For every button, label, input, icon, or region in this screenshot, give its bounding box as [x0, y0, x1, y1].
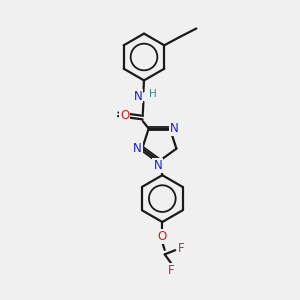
Text: F: F: [178, 242, 184, 256]
Text: N: N: [153, 159, 162, 172]
Text: N: N: [133, 142, 142, 155]
Text: F: F: [168, 263, 175, 277]
Text: N: N: [134, 89, 142, 103]
Text: O: O: [158, 230, 167, 243]
Text: O: O: [120, 109, 129, 122]
Text: H: H: [149, 88, 157, 99]
Text: N: N: [170, 122, 179, 135]
